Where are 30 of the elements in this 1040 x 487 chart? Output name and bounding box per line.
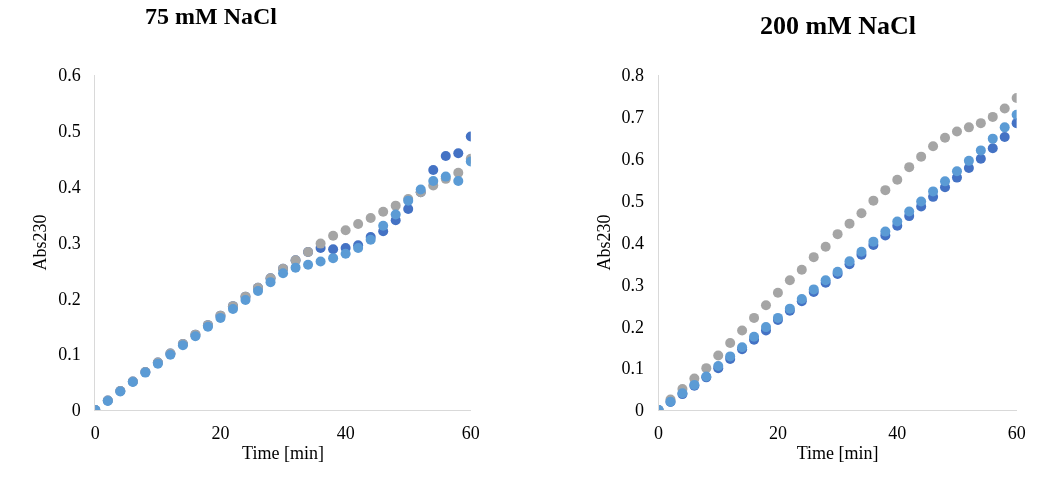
y-tick-label: 0.2 — [621, 316, 644, 337]
y-tick-label: 0.1 — [621, 358, 644, 379]
x-tick-label: 60 — [1007, 422, 1026, 443]
y-tick-label: 0.5 — [621, 190, 644, 211]
x-axis-title: Time [min] — [796, 442, 879, 463]
x-tick-label: 40 — [336, 422, 355, 443]
y-tick-label: 0.2 — [58, 288, 81, 309]
y-tick-label: 0.8 — [621, 65, 644, 86]
x-tick-label: 40 — [888, 422, 907, 443]
x-tick-label: 20 — [768, 422, 787, 443]
x-tick-label: 20 — [211, 422, 230, 443]
y-tick-label: 0.7 — [621, 107, 644, 128]
y-tick-label: 0 — [71, 400, 81, 421]
x-tick-label: 60 — [461, 422, 480, 443]
y-tick-label: 0 — [634, 400, 644, 421]
x-axis-title: Time [min] — [242, 442, 324, 463]
y-tick-label: 0.1 — [58, 344, 81, 365]
y-tick-label: 0.6 — [621, 149, 644, 170]
x-tick-label: 0 — [654, 422, 664, 443]
y-tick-label: 0.4 — [58, 176, 81, 197]
chart-title: 200 mM NaCl — [760, 11, 916, 40]
y-tick-label: 0.5 — [58, 121, 81, 142]
y-tick-label: 0.4 — [621, 232, 644, 253]
y-axis-title: Abs230 — [30, 214, 51, 271]
y-tick-label: 0.6 — [58, 65, 81, 86]
y-tick-label: 0.3 — [58, 232, 81, 253]
y-axis-title: Abs230 — [593, 214, 614, 271]
x-tick-label: 0 — [90, 422, 100, 443]
chart-title: 75 mM NaCl — [145, 3, 278, 29]
y-tick-label: 0.3 — [621, 274, 644, 295]
